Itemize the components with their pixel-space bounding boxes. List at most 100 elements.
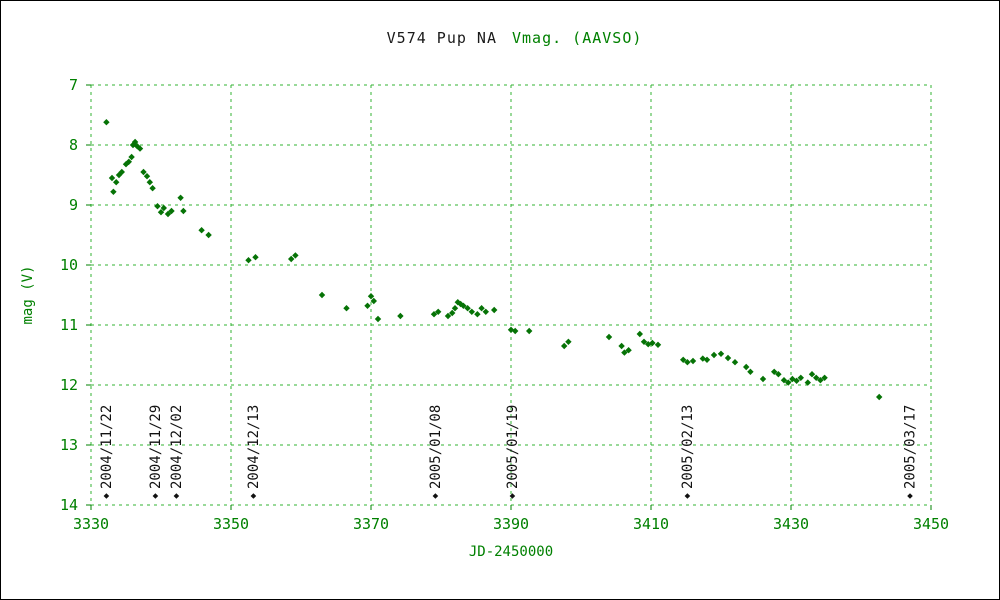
data-point bbox=[198, 227, 205, 234]
data-point bbox=[451, 305, 459, 312]
data-point bbox=[367, 293, 375, 300]
data-point bbox=[125, 158, 132, 165]
data-point bbox=[103, 119, 110, 126]
date-annotation-label: 2004/11/22 bbox=[99, 405, 115, 489]
data-point bbox=[759, 375, 767, 383]
date-annotation-label: 2004/12/13 bbox=[246, 405, 262, 489]
data-point bbox=[491, 306, 498, 314]
data-point bbox=[154, 203, 161, 210]
data-point bbox=[684, 359, 691, 366]
data-point bbox=[817, 377, 824, 384]
data-point bbox=[808, 371, 816, 378]
y-tick-label: 14 bbox=[60, 496, 78, 514]
data-point bbox=[785, 379, 792, 386]
data-point bbox=[680, 356, 687, 363]
data-point bbox=[689, 357, 697, 365]
x-tick-label: 3430 bbox=[773, 515, 809, 533]
data-point bbox=[710, 351, 718, 359]
data-point bbox=[654, 341, 662, 348]
data-point bbox=[128, 153, 135, 161]
data-point bbox=[288, 255, 295, 263]
data-point bbox=[813, 374, 820, 381]
date-marker bbox=[432, 493, 439, 499]
data-point bbox=[743, 363, 750, 371]
grid-layer bbox=[90, 84, 932, 506]
x-tick-label: 3450 bbox=[913, 515, 949, 533]
data-point bbox=[717, 350, 725, 357]
data-point bbox=[444, 312, 452, 320]
data-point bbox=[180, 207, 187, 215]
data-point bbox=[618, 342, 625, 350]
data-point bbox=[110, 188, 117, 195]
data-point bbox=[640, 338, 648, 345]
data-point bbox=[113, 179, 120, 186]
data-point bbox=[636, 330, 643, 338]
data-point bbox=[621, 349, 628, 356]
x-tick-label: 3330 bbox=[73, 515, 109, 533]
date-marker bbox=[103, 493, 110, 499]
x-tick-label: 3390 bbox=[493, 515, 529, 533]
chart-title-main: V574 Pup NA bbox=[387, 29, 497, 47]
data-point bbox=[468, 308, 475, 315]
y-axis-label: mag (V) bbox=[20, 265, 36, 324]
data-point bbox=[160, 204, 167, 212]
data-point bbox=[747, 368, 754, 375]
data-point bbox=[474, 311, 481, 318]
data-point bbox=[164, 210, 172, 218]
data-point bbox=[292, 252, 299, 259]
data-point bbox=[449, 309, 456, 317]
data-point bbox=[318, 291, 326, 299]
data-point bbox=[205, 231, 212, 239]
data-point bbox=[460, 302, 467, 309]
data-point bbox=[649, 339, 656, 347]
data-point bbox=[397, 312, 404, 320]
data-point bbox=[482, 308, 489, 315]
data-point bbox=[724, 354, 732, 362]
y-tick-label: 12 bbox=[60, 376, 78, 394]
y-tick-label: 9 bbox=[69, 196, 78, 214]
data-point bbox=[115, 171, 123, 179]
data-point bbox=[149, 185, 156, 192]
data-point bbox=[252, 254, 259, 261]
data-point bbox=[775, 371, 782, 378]
data-point bbox=[136, 145, 144, 152]
x-tick-label: 3370 bbox=[353, 515, 389, 533]
date-marker bbox=[684, 493, 691, 499]
y-tick-label: 13 bbox=[60, 436, 78, 454]
x-axis-label: JD-2450000 bbox=[469, 544, 553, 560]
data-point bbox=[374, 315, 382, 323]
data-point bbox=[793, 377, 800, 384]
y-tick-label: 10 bbox=[60, 256, 78, 274]
data-point bbox=[143, 173, 151, 180]
data-point bbox=[108, 174, 116, 182]
date-annotation-label: 2005/01/19 bbox=[505, 405, 521, 489]
data-point bbox=[343, 305, 350, 312]
data-point bbox=[731, 359, 739, 366]
date-marker bbox=[907, 493, 913, 499]
data-point bbox=[565, 338, 572, 345]
data-point bbox=[625, 347, 632, 354]
data-point bbox=[435, 308, 442, 315]
data-point bbox=[364, 302, 371, 309]
x-tick-label: 3350 bbox=[213, 515, 249, 533]
date-annotation-label: 2005/03/17 bbox=[903, 405, 919, 489]
data-point bbox=[699, 355, 706, 362]
date-annotation-label: 2005/01/08 bbox=[428, 405, 444, 489]
date-marker bbox=[250, 493, 257, 499]
data-point bbox=[245, 257, 252, 264]
data-point bbox=[645, 341, 652, 348]
date-annotations-layer: 2004/11/22 2004/11/29 2004/12/02 2004/12/13… bbox=[99, 405, 919, 499]
y-tick-label: 7 bbox=[69, 76, 78, 94]
data-point bbox=[797, 374, 804, 381]
x-tick-label: 3410 bbox=[633, 515, 669, 533]
data-point bbox=[118, 168, 125, 176]
data-point bbox=[804, 379, 811, 386]
data-points-layer bbox=[103, 119, 883, 401]
data-point bbox=[129, 141, 137, 149]
data-point bbox=[430, 311, 438, 318]
data-point bbox=[370, 297, 377, 305]
